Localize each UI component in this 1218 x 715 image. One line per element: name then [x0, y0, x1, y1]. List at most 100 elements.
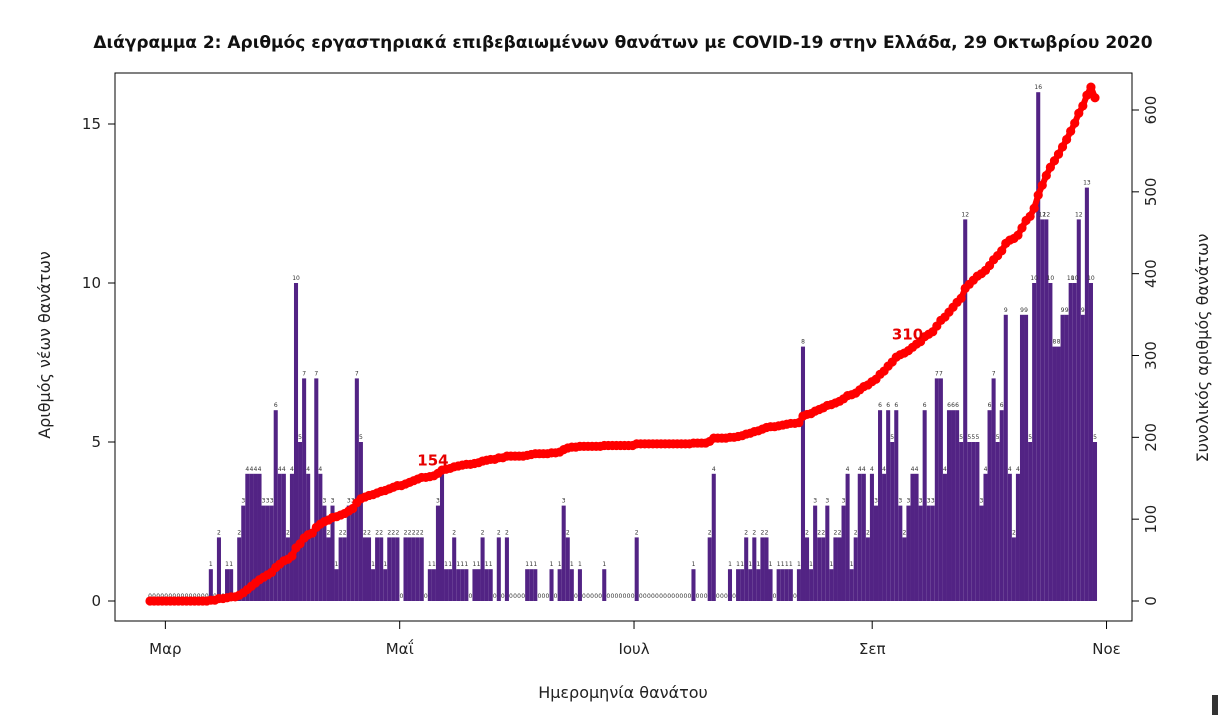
bar-label: 4 — [984, 466, 988, 473]
bar-label: 0 — [501, 593, 505, 600]
bar — [484, 569, 489, 601]
bar — [419, 537, 424, 601]
cumulative-point — [1029, 203, 1039, 213]
bar-label: 0 — [513, 593, 517, 600]
bar-label: 0 — [610, 593, 614, 600]
bar — [800, 346, 806, 601]
bar-label: 0 — [700, 593, 704, 600]
bar-label: 6 — [1000, 402, 1004, 409]
bar — [602, 569, 607, 601]
bar-label: 4 — [245, 466, 249, 473]
bar — [878, 410, 883, 601]
y2-tick-label: 100 — [1142, 505, 1160, 534]
bar-label: 10 — [292, 275, 300, 282]
bar-label: 0 — [696, 593, 700, 600]
bar — [346, 505, 351, 601]
bar — [391, 537, 396, 601]
bar-label: 2 — [343, 529, 347, 536]
bar — [444, 569, 449, 601]
bar-label: 1 — [209, 561, 213, 568]
cumulative-point — [1074, 108, 1084, 118]
bar — [691, 569, 696, 601]
bar-label: 2 — [420, 529, 424, 536]
bar — [987, 410, 992, 601]
bar-label: 6 — [951, 402, 955, 409]
bar-label: 1 — [789, 561, 793, 568]
bar — [229, 569, 234, 601]
bar-label: 0 — [683, 593, 687, 600]
bar-label: 0 — [493, 593, 497, 600]
bar — [979, 505, 984, 601]
bar — [918, 505, 923, 601]
bar-label: 0 — [647, 593, 651, 600]
bar-label: 2 — [387, 529, 391, 536]
cumulative-point — [1082, 90, 1092, 100]
bar-label: 3 — [874, 498, 878, 505]
bar — [752, 537, 757, 601]
bar — [577, 569, 582, 601]
bar-label: 3 — [241, 498, 245, 505]
bar-label: 5 — [890, 434, 894, 441]
bar — [902, 537, 907, 601]
bar — [991, 378, 996, 601]
bar — [269, 505, 274, 601]
bar-label: 4 — [882, 466, 886, 473]
bar-label: 1 — [781, 561, 785, 568]
bar — [934, 378, 939, 601]
bar — [265, 505, 270, 601]
bar-label: 4 — [862, 466, 866, 473]
bar — [963, 219, 968, 601]
bar-label: 4 — [870, 466, 874, 473]
bar — [1048, 283, 1053, 601]
bar-label: 3 — [562, 498, 566, 505]
bar — [504, 537, 509, 601]
bar — [829, 569, 834, 601]
bar-label: 0 — [639, 593, 643, 600]
bar-label: 1 — [809, 561, 813, 568]
bar — [894, 410, 899, 601]
bar-label: 2 — [237, 529, 241, 536]
bar-label: 0 — [773, 593, 777, 600]
bar-label: 2 — [481, 529, 485, 536]
bar — [906, 505, 911, 601]
x-tick-label: Μαρ — [149, 640, 181, 658]
bar-label: 2 — [497, 529, 501, 536]
bar — [334, 569, 339, 601]
bar — [241, 505, 246, 601]
bar — [293, 283, 299, 601]
cumulative-point — [1066, 126, 1076, 136]
bar-label: 12 — [1038, 211, 1046, 218]
bar-label: 4 — [282, 466, 286, 473]
bar-label: 1 — [797, 561, 801, 568]
bar-label: 2 — [404, 529, 408, 536]
bar — [938, 378, 943, 601]
bar — [821, 537, 826, 601]
bar — [857, 473, 862, 601]
cumulative-point — [1049, 156, 1060, 166]
bar — [796, 569, 801, 601]
bar — [407, 537, 412, 601]
bar — [281, 473, 286, 601]
bar-label: 1 — [769, 561, 773, 568]
bar — [371, 569, 376, 601]
bar-label: 2 — [744, 529, 748, 536]
bar-label: 3 — [331, 498, 335, 505]
bar-label: 1 — [525, 561, 529, 568]
bar-label: 0 — [509, 593, 513, 600]
bar — [999, 410, 1004, 601]
bar — [277, 473, 282, 601]
bar-label: 2 — [761, 529, 765, 536]
y-tick-label: 5 — [91, 433, 101, 451]
cumulative-point — [1041, 170, 1051, 181]
bar — [383, 569, 388, 601]
bar-label: 2 — [708, 529, 712, 536]
bar-label: 3 — [927, 498, 931, 505]
bar-label: 4 — [1016, 466, 1020, 473]
bar-label: 2 — [327, 529, 331, 536]
bar-label: 0 — [659, 593, 663, 600]
bar-label: 0 — [590, 593, 594, 600]
bar — [805, 537, 810, 601]
bar-label: 3 — [322, 498, 326, 505]
bar-label: 0 — [704, 593, 708, 600]
bar — [565, 537, 570, 601]
